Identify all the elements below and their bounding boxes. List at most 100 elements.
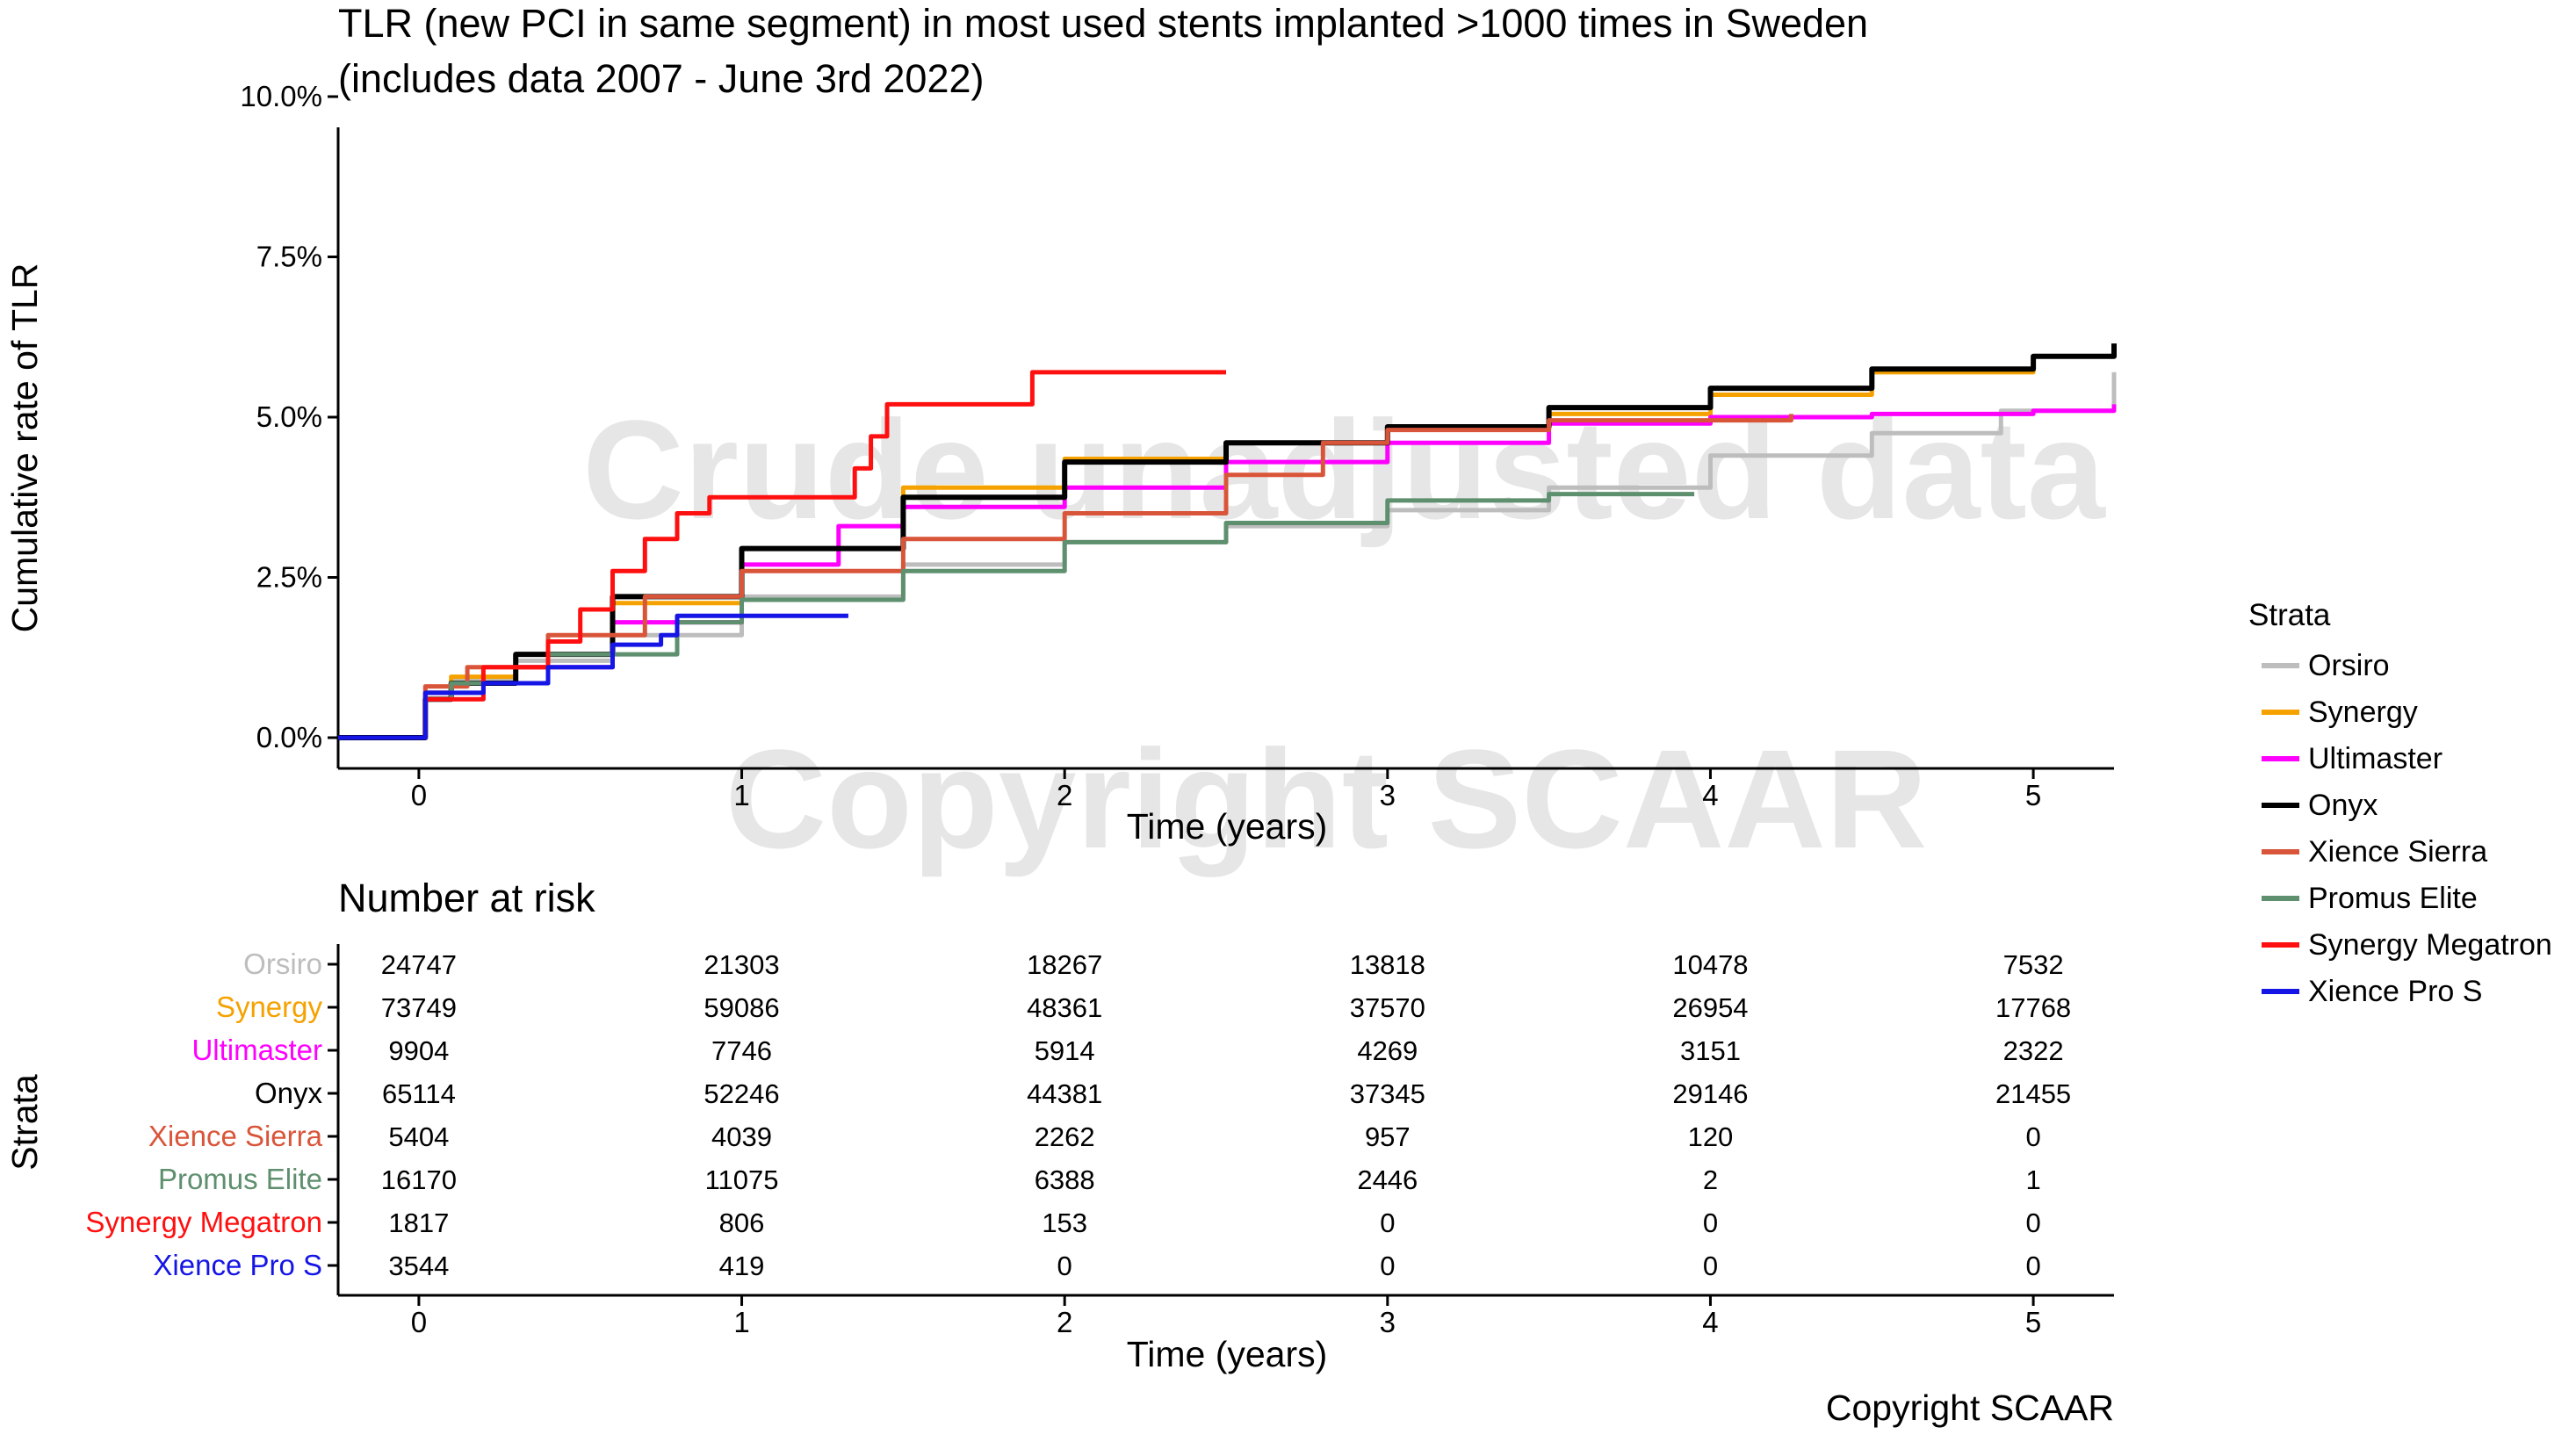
legend-label-xience-sierra: Xience Sierra	[2308, 835, 2487, 869]
risk-cell: 4039	[711, 1121, 772, 1152]
risk-cell: 2	[1703, 1164, 1718, 1195]
risk-cell: 153	[1042, 1208, 1087, 1238]
risk-cell: 26954	[1672, 992, 1748, 1023]
risk-cell: 2322	[2003, 1035, 2064, 1066]
risk-cell: 11075	[705, 1164, 779, 1195]
risk-cell: 3151	[1680, 1035, 1741, 1066]
risk-rows: Orsiro 24747 21303 18267 13818 10478 7532 Syner…	[85, 948, 2071, 1281]
risk-cell: 21455	[1995, 1078, 2071, 1109]
risk-cell: 52246	[704, 1078, 779, 1109]
x-tick-label: 2	[1057, 779, 1072, 811]
risk-cell: 24747	[381, 949, 457, 980]
x-tick-label: 1	[733, 779, 749, 811]
risk-cell: 48361	[1027, 992, 1102, 1023]
y-tick-label: 10.0%	[240, 80, 322, 112]
risk-row-name-synergy-megatron: Synergy Megatron	[85, 1206, 322, 1238]
risk-cell: 0	[2025, 1121, 2040, 1152]
risk-cell: 7532	[2003, 949, 2064, 980]
risk-x-tick-label: 3	[1380, 1306, 1396, 1338]
risk-cell: 0	[1703, 1208, 1718, 1238]
x-tick-label: 5	[2025, 779, 2041, 811]
x-ticks: 0 1 2 3 4 5	[411, 768, 2041, 811]
risk-row-name-xience-pro-s: Xience Pro S	[153, 1249, 322, 1281]
risk-cell: 2262	[1035, 1121, 1095, 1152]
risk-row-name-orsiro: Orsiro	[243, 948, 322, 980]
risk-cell: 29146	[1672, 1078, 1748, 1109]
risk-cell: 10478	[1672, 949, 1748, 980]
risk-cell: 9904	[388, 1035, 449, 1066]
risk-y-axis-title: Strata	[4, 1074, 45, 1171]
legend-items: Orsiro Synergy Ultimaster Onyx Xience Sierra…	[2262, 649, 2552, 1008]
risk-cell: 806	[719, 1208, 765, 1238]
risk-cell: 120	[1688, 1121, 1734, 1152]
risk-x-tick-label: 1	[733, 1306, 749, 1338]
risk-table-title: Number at risk	[338, 876, 595, 920]
series-line-xience-pro-s	[338, 613, 848, 740]
risk-cell: 1	[2025, 1164, 2040, 1195]
legend-label-orsiro: Orsiro	[2308, 649, 2390, 682]
risk-cell: 37345	[1350, 1078, 1425, 1109]
risk-row-name-xience-sierra: Xience Sierra	[148, 1120, 323, 1152]
watermark-copyright: Copyright SCAAR	[725, 720, 1928, 877]
risk-cell: 17768	[1995, 992, 2071, 1023]
series-lines	[338, 343, 2117, 740]
legend-label-promus-elite: Promus Elite	[2308, 882, 2478, 915]
x-tick-label: 4	[1702, 779, 1718, 811]
risk-cell: 7746	[711, 1035, 772, 1066]
risk-x-tick-label: 0	[411, 1306, 427, 1338]
legend-label-onyx: Onyx	[2308, 789, 2378, 822]
risk-cell: 1817	[388, 1208, 449, 1238]
risk-cell: 3544	[388, 1251, 449, 1281]
risk-cell: 957	[1365, 1121, 1411, 1152]
risk-cell: 0	[2025, 1251, 2040, 1281]
risk-cell: 18267	[1027, 949, 1102, 980]
plot-area: 0.0% 2.5% 5.0% 7.5% 10.0% 0 1 2 3 4 5 Time (years…	[4, 80, 2117, 847]
risk-cell: 0	[1703, 1251, 1718, 1281]
y-tick-label: 5.0%	[256, 400, 322, 433]
x-axis-title: Time (years)	[1127, 806, 1328, 847]
risk-cell: 5404	[388, 1121, 449, 1152]
x-tick-label: 3	[1380, 779, 1396, 811]
copyright-label: Copyright SCAAR	[1826, 1388, 2114, 1428]
risk-cell: 6388	[1035, 1164, 1095, 1195]
chart-subtitle: (includes data 2007 - June 3rd 2022)	[338, 56, 985, 101]
risk-x-tick-label: 5	[2025, 1306, 2041, 1338]
risk-row-name-promus-elite: Promus Elite	[158, 1163, 322, 1195]
risk-table: Number at risk Orsiro 24747 21303 18267 1381…	[4, 876, 2114, 1374]
risk-cell: 5914	[1035, 1035, 1095, 1066]
risk-row-name-onyx: Onyx	[255, 1077, 323, 1109]
y-axis-title: Cumulative rate of TLR	[4, 263, 45, 633]
legend-label-synergy-megatron: Synergy Megatron	[2308, 928, 2552, 962]
risk-cell: 4269	[1357, 1035, 1418, 1066]
risk-cell: 16170	[381, 1164, 457, 1195]
risk-cell: 73749	[381, 992, 457, 1023]
legend-label-xience-pro-s: Xience Pro S	[2308, 975, 2482, 1008]
chart-title: TLR (new PCI in same segment) in most us…	[338, 1, 1868, 46]
y-tick-label: 0.0%	[256, 721, 322, 753]
risk-cell: 0	[2025, 1208, 2040, 1238]
risk-x-ticks: 0 1 2 3 4 5	[411, 1295, 2041, 1338]
risk-cell: 59086	[704, 992, 779, 1023]
risk-cell: 44381	[1027, 1078, 1102, 1109]
y-tick-label: 7.5%	[256, 241, 322, 273]
risk-cell: 37570	[1350, 992, 1425, 1023]
risk-row-name-ultimaster: Ultimaster	[191, 1034, 322, 1066]
legend: Strata Orsiro Synergy Ultimaster Onyx Xience…	[2248, 598, 2552, 1008]
risk-cell: 419	[719, 1251, 765, 1281]
risk-cell: 0	[1380, 1208, 1395, 1238]
risk-x-tick-label: 4	[1702, 1306, 1718, 1338]
risk-cell: 0	[1380, 1251, 1395, 1281]
legend-label-synergy: Synergy	[2308, 696, 2418, 729]
x-tick-label: 0	[411, 779, 427, 811]
risk-cell: 21303	[704, 949, 779, 980]
risk-x-tick-label: 2	[1057, 1306, 1072, 1338]
legend-label-ultimaster: Ultimaster	[2308, 742, 2443, 775]
risk-cell: 65114	[382, 1078, 456, 1109]
risk-cell: 2446	[1357, 1164, 1418, 1195]
risk-x-axis-title: Time (years)	[1127, 1334, 1328, 1374]
y-ticks: 0.0% 2.5% 5.0% 7.5% 10.0%	[240, 80, 338, 753]
y-tick-label: 2.5%	[256, 561, 322, 594]
legend-title: Strata	[2248, 598, 2331, 632]
risk-cell: 13818	[1350, 949, 1425, 980]
